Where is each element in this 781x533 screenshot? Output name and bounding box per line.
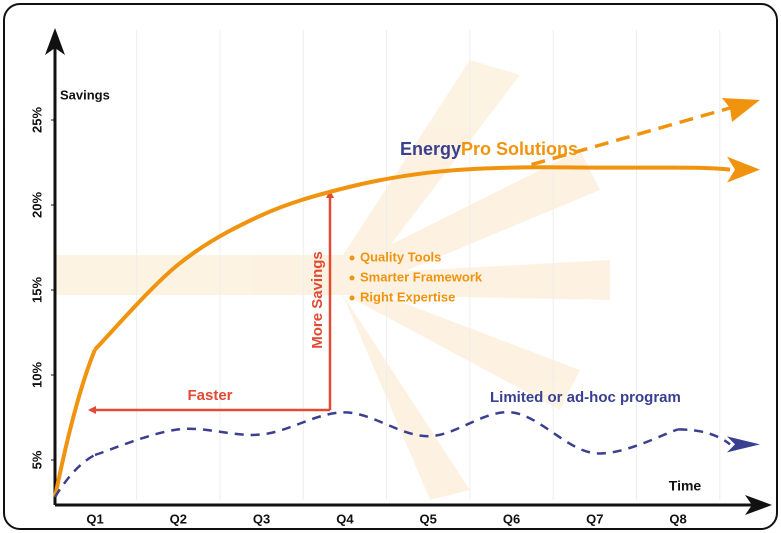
y-tick-label: 5% [29,450,44,469]
y-tick-label: 15% [29,277,44,303]
chart: Savings Time Faster More Savings EnergyP… [0,0,781,533]
x-tick-label: Q7 [586,511,603,526]
more-savings-label: More Savings [309,251,326,349]
limited-label: Limited or ad-hoc program [490,389,681,406]
bullet-text: Right Expertise [360,289,455,304]
x-tick-label: Q5 [420,511,437,526]
solution-part: Energy [400,139,461,159]
bullet-text: Quality Tools [360,249,441,264]
x-tick-label: Q3 [253,511,270,526]
bullet [350,256,355,261]
x-tick-label: Q8 [669,511,686,526]
y-tick-label: 20% [29,192,44,218]
x-tick-label: Q4 [336,511,354,526]
x-axis-label: Time [669,478,702,494]
y-tick-label: 25% [29,107,44,133]
x-tick-label: Q1 [86,511,103,526]
line-tail [678,168,730,170]
bullet-text: Smarter Framework [360,269,483,284]
x-tick-label: Q6 [503,511,520,526]
solution-label: EnergyPro Solutions [400,139,578,159]
y-axis-label: Savings [60,87,110,102]
y-tick-label: 10% [29,362,44,388]
faster-label: Faster [187,387,232,404]
bullet [350,296,355,301]
x-tick-label: Q2 [170,511,187,526]
bullet [350,276,355,281]
